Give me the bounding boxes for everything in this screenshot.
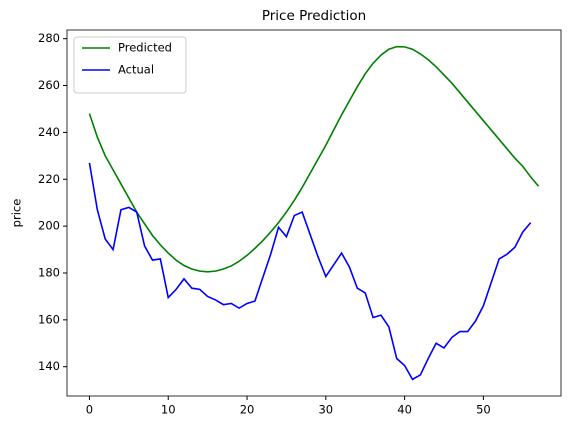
- legend-box: [73, 36, 187, 94]
- series-line: [88, 45, 540, 273]
- x-tick-label: 40: [397, 403, 412, 417]
- x-tick-label: 0: [86, 403, 93, 417]
- x-tick-label: 50: [476, 403, 491, 417]
- y-tick-label: 160: [38, 312, 60, 326]
- x-tick-label: 20: [240, 403, 255, 417]
- y-tick-label: 240: [38, 125, 60, 139]
- y-tick-label: 220: [38, 172, 60, 186]
- series-line: [88, 162, 532, 381]
- y-tick-label: 180: [38, 265, 60, 279]
- y-tick-label: 140: [38, 359, 60, 373]
- y-tick-label: 260: [38, 78, 60, 92]
- y-tick-label: 200: [38, 219, 60, 233]
- legend-label: Actual: [118, 63, 154, 77]
- x-tick-label: 10: [161, 403, 176, 417]
- legend-label: Predicted: [118, 41, 172, 55]
- y-tick-label: 280: [38, 31, 60, 45]
- plot-frame: [66, 29, 562, 397]
- chart-title: Price Prediction: [262, 8, 366, 24]
- y-axis-label: price: [10, 199, 24, 228]
- x-tick-label: 30: [318, 403, 333, 417]
